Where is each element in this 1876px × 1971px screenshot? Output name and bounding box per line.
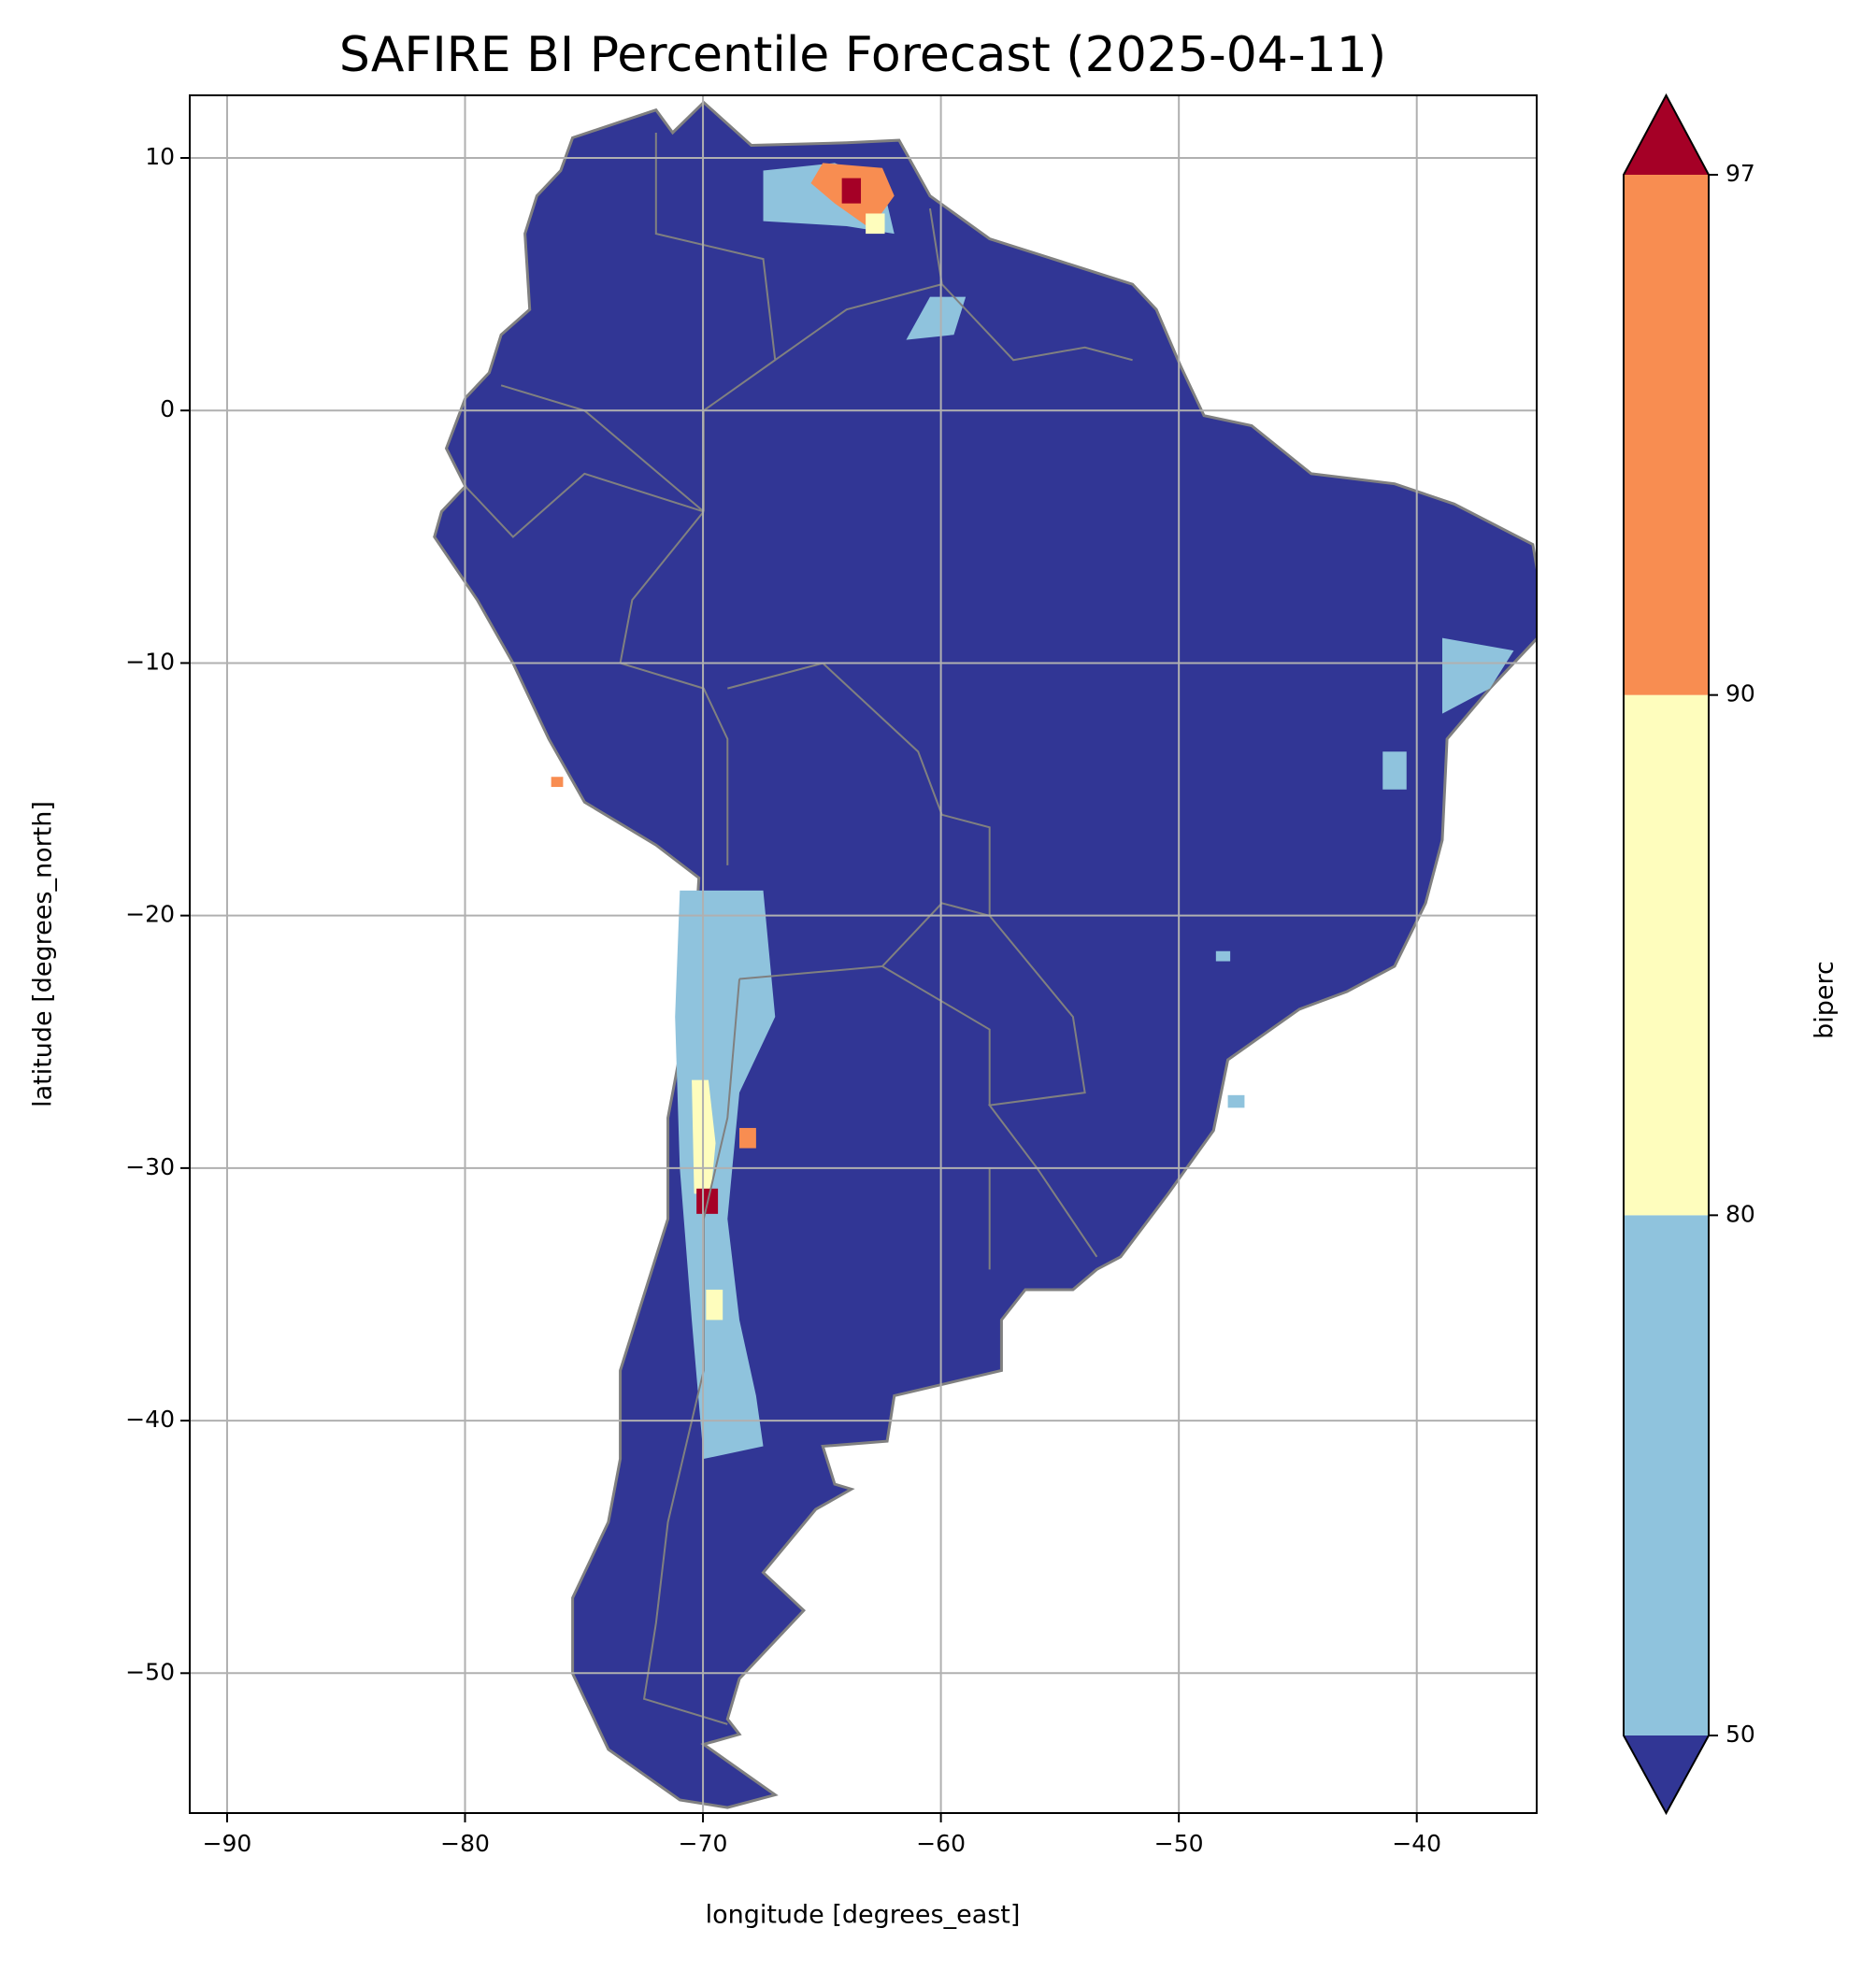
x-tick-label: −80: [440, 1830, 490, 1857]
map: [435, 103, 1537, 1808]
patch: [1382, 751, 1407, 790]
y-tick-label: −30: [125, 1153, 175, 1180]
patch: [675, 890, 776, 1460]
chart-title: SAFIRE BI Percentile Forecast (2025-04-1…: [339, 27, 1386, 83]
y-tick-label: 10: [145, 143, 175, 170]
patch: [739, 1127, 756, 1149]
colorbar-segment: [1624, 1215, 1709, 1735]
map-area: [435, 103, 1537, 1808]
colorbar-over: [1624, 95, 1709, 175]
colorbar-tick-label: 50: [1726, 1721, 1755, 1748]
x-tick-label: −90: [203, 1830, 252, 1857]
x-tick-label: −60: [916, 1830, 966, 1857]
colorbar-under: [1624, 1735, 1709, 1813]
y-tick-label: −50: [125, 1658, 175, 1685]
x-tick-label: −50: [1154, 1830, 1204, 1857]
x-axis-label: longitude [degrees_east]: [706, 1901, 1021, 1930]
country-borders: [465, 133, 1133, 1724]
colorbar-tick-label: 80: [1726, 1200, 1755, 1227]
patch: [1227, 1094, 1245, 1108]
patch: [706, 1289, 723, 1321]
y-tick-label: 0: [160, 395, 175, 422]
colorbar: 50 80 90 97: [1623, 93, 1755, 1816]
colorbar-tick-label: 90: [1726, 680, 1755, 707]
patch: [551, 777, 564, 788]
continent: [435, 103, 1537, 1808]
grid: −90 −80 −70 −60 −50 −40 10 0 −10 −20 −30 −40 −50: [125, 95, 1537, 1857]
plot-frame: [189, 94, 1538, 1814]
patch: [1441, 637, 1514, 714]
colorbar-segment: [1624, 694, 1709, 1216]
patch: [841, 178, 862, 204]
y-axis-label: latitude [degrees_north]: [29, 801, 58, 1107]
x-tick-label: −70: [679, 1830, 728, 1857]
y-tick-label: −10: [125, 648, 175, 675]
patch: [866, 213, 885, 235]
colorbar-label: biperc: [1811, 961, 1840, 1039]
colorbar-tick-label: 97: [1726, 160, 1755, 187]
colorbar-segment: [1624, 175, 1709, 695]
y-tick-label: −20: [125, 901, 175, 928]
patch: [1215, 950, 1231, 962]
y-tick-label: −40: [125, 1406, 175, 1433]
x-tick-label: −40: [1392, 1830, 1441, 1857]
patch: [906, 296, 967, 340]
